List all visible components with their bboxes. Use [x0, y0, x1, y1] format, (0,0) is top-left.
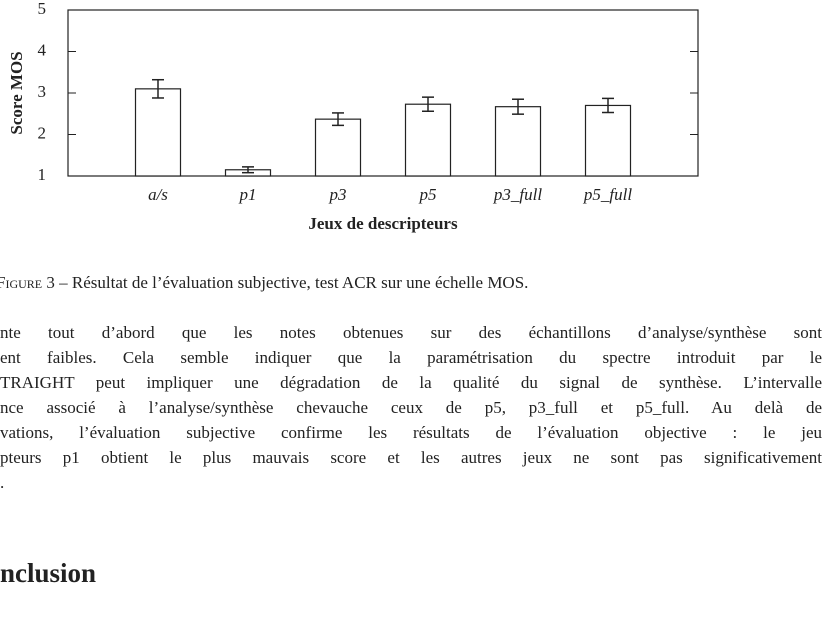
text-line: pteurs p1 obtient le plus mauvais score …	[0, 448, 822, 467]
bar	[494, 106, 542, 177]
y-tick-label: 2	[38, 123, 47, 142]
y-axis-label: Score MOS	[7, 51, 26, 134]
text-line: vations, l’évaluation subjective confirm…	[0, 423, 822, 442]
y-tick-label: 1	[38, 165, 47, 184]
figure-caption: Figure 3 – Résultat de l’évaluation subj…	[0, 273, 528, 293]
text-line: nte tout d’abord que les notes obtenues …	[0, 323, 822, 342]
bar	[584, 104, 632, 177]
y-tick-label: 3	[38, 82, 47, 101]
bar	[134, 88, 182, 177]
caption-text: 3 – Résultat de l’évaluation subjective,…	[46, 273, 529, 292]
caption-label: Figure	[0, 273, 43, 292]
x-axis-label: Jeux de descripteurs	[308, 214, 458, 233]
x-tick-label: p5	[419, 185, 437, 204]
x-tick-label: a/s	[148, 185, 168, 204]
bar	[404, 103, 452, 177]
text-line: ent faibles. Cela semble indiquer que la…	[0, 348, 822, 367]
section-heading: nclusion	[0, 558, 97, 588]
paragraph: nte tout d’abord que les notes obtenues …	[0, 320, 822, 495]
x-tick-label: p5_full	[583, 185, 632, 204]
bar	[314, 118, 362, 177]
x-tick-label: p3	[329, 185, 347, 204]
text-line: .	[0, 473, 5, 492]
x-tick-label: p1	[239, 185, 257, 204]
text-line: TRAIGHT peut impliquer une dégradation d…	[0, 373, 822, 392]
y-tick-label: 4	[38, 40, 47, 59]
text-line: nce associé à l’analyse/synthèse chevauc…	[0, 398, 822, 417]
chart: Score MOS Jeux de descripteurs 1 2 3 4 5 a/s p…	[7, 0, 699, 233]
x-tick-label: p3_full	[493, 185, 542, 204]
y-tick-label: 5	[38, 0, 47, 18]
